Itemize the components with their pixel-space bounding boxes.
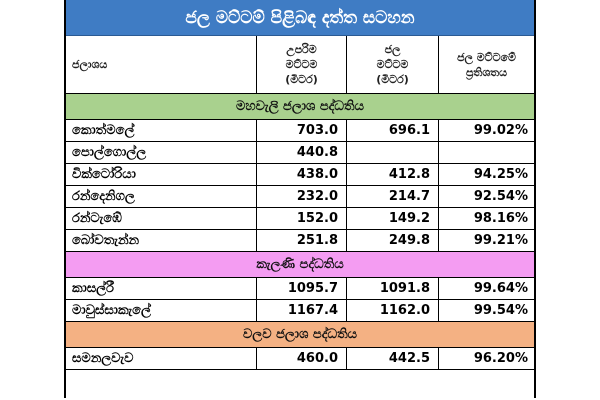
percentage-cell: 99.64% xyxy=(438,278,534,299)
percentage-cell: 92.54% xyxy=(438,186,534,207)
water-level-cell: 412.8 xyxy=(346,164,438,185)
table-row: බෝවතැන්න 251.8 249.8 99.21% xyxy=(66,230,534,252)
header-row: ජලාශය උපරිම මට්ටම (මීටර) ජල මට්ටම (මීටර)… xyxy=(66,36,534,94)
max-level-cell: 1095.7 xyxy=(256,278,346,299)
water-level-cell: 442.5 xyxy=(346,348,438,369)
max-level-cell: 251.8 xyxy=(256,230,346,251)
max-level-cell: 1167.4 xyxy=(256,300,346,321)
percentage-cell: 99.02% xyxy=(438,120,534,141)
reservoir-name: වික්ටෝරියා xyxy=(72,167,136,182)
header-reservoir: ජලාශය xyxy=(72,57,108,71)
water-level-table: ජල මට්ටම් පිළිබඳ දත්ත සටහන ජලාශය උපරිම ම… xyxy=(64,0,536,398)
section-header: වලව ජලාශ පද්ධතිය xyxy=(66,322,534,348)
header-percentage: ජල මට්ටමේ ප්‍රතිශතය xyxy=(438,36,534,93)
table-row: කාසල්රී 1095.7 1091.8 99.64% xyxy=(66,278,534,300)
table-row: කොත්මලේ 703.0 696.1 99.02% xyxy=(66,120,534,142)
max-level-cell: 152.0 xyxy=(256,208,346,229)
reservoir-name: කාසල්රී xyxy=(72,281,114,296)
table-title: ජල මට්ටම් පිළිබඳ දත්ත සටහන xyxy=(66,0,534,36)
reservoir-name: රන්දෙනිගල xyxy=(72,189,135,204)
table-row: සමනලවැව 460.0 442.5 96.20% xyxy=(66,348,534,370)
reservoir-name: සමනලවැව xyxy=(72,351,134,366)
water-level-cell: 149.2 xyxy=(346,208,438,229)
section-header: කැලණි පද්ධතිය xyxy=(66,252,534,278)
reservoir-name: මාවුස්සාකැලේ xyxy=(72,303,151,318)
table-row: වික්ටෝරියා 438.0 412.8 94.25% xyxy=(66,164,534,186)
percentage-cell: 99.21% xyxy=(438,230,534,251)
max-level-cell: 440.8 xyxy=(256,142,346,163)
water-level-cell: 1162.0 xyxy=(346,300,438,321)
percentage-cell: 99.54% xyxy=(438,300,534,321)
water-level-cell: 696.1 xyxy=(346,120,438,141)
reservoir-name: බෝවතැන්න xyxy=(72,233,140,248)
header-max-level: උපරිම මට්ටම (මීටර) xyxy=(256,36,346,93)
table-row: මාවුස්සාකැලේ 1167.4 1162.0 99.54% xyxy=(66,300,534,322)
header-water-level: ජල මට්ටම (මීටර) xyxy=(346,36,438,93)
max-level-cell: 438.0 xyxy=(256,164,346,185)
percentage-cell: 96.20% xyxy=(438,348,534,369)
percentage-cell: 94.25% xyxy=(438,164,534,185)
section-header: මහවැලි ජලාශ පද්ධතිය xyxy=(66,94,534,120)
max-level-cell: 232.0 xyxy=(256,186,346,207)
max-level-cell: 460.0 xyxy=(256,348,346,369)
water-level-cell: 214.7 xyxy=(346,186,438,207)
reservoir-name: රන්ටැඹේ xyxy=(72,211,122,226)
reservoir-name: කොත්මලේ xyxy=(72,123,135,138)
water-level-cell: 249.8 xyxy=(346,230,438,251)
percentage-cell xyxy=(438,142,534,163)
table-row: රන්ටැඹේ 152.0 149.2 98.16% xyxy=(66,208,534,230)
percentage-cell: 98.16% xyxy=(438,208,534,229)
water-level-cell xyxy=(346,142,438,163)
table-row: රන්දෙනිගල 232.0 214.7 92.54% xyxy=(66,186,534,208)
max-level-cell: 703.0 xyxy=(256,120,346,141)
table-row: පොල්ගොල්ල 440.8 xyxy=(66,142,534,164)
water-level-cell: 1091.8 xyxy=(346,278,438,299)
reservoir-name: පොල්ගොල්ල xyxy=(72,145,147,160)
